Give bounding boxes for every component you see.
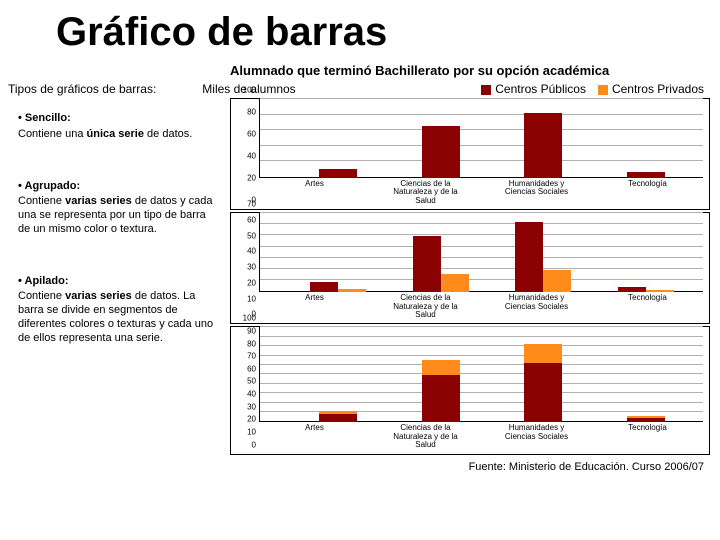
bar-pub xyxy=(618,287,646,293)
bar-pri xyxy=(646,290,674,292)
x-category-label: Ciencias de la Naturaleza y de la Salud xyxy=(384,424,468,449)
stacked-bar xyxy=(627,416,665,423)
x-category-label: Ciencias de la Naturaleza y de la Salud xyxy=(384,294,468,319)
chart-subtitle: Alumnado que terminó Bachillerato por su… xyxy=(0,61,720,82)
bar-pub xyxy=(422,126,460,178)
bar-pub xyxy=(310,282,338,292)
bar-pri xyxy=(338,289,366,292)
source-text: Fuente: Ministerio de Educación. Curso 2… xyxy=(0,457,720,473)
segment-pub xyxy=(627,418,665,423)
heading-agrupado: • Agrupado: xyxy=(18,180,220,194)
x-category-label: Humanidades y Ciencias Sociales xyxy=(495,294,579,319)
stacked-bar xyxy=(422,360,460,423)
bar-pri xyxy=(441,274,469,292)
bar-pub xyxy=(319,169,357,178)
bar-pub xyxy=(515,222,543,292)
x-category-label: Tecnología xyxy=(606,294,690,319)
x-category-label: Artes xyxy=(273,180,357,205)
chart-apilado: 0102030405060708090100 ArtesCiencias de … xyxy=(230,326,710,454)
stacked-bar xyxy=(319,411,357,422)
types-label: Tipos de gráficos de barras: xyxy=(8,82,156,96)
legend-centros-privados: Centros Privados xyxy=(598,82,704,96)
x-category-label: Humanidades y Ciencias Sociales xyxy=(495,424,579,449)
x-category-label: Artes xyxy=(273,294,357,319)
legend-centros-publicos: Centros Públicos xyxy=(481,82,586,96)
heading-sencillo: • Sencillo: xyxy=(18,112,220,126)
bar-pub xyxy=(627,172,665,178)
desc-sencillo: Contiene una única serie de datos. xyxy=(18,128,220,142)
bar-pub xyxy=(413,236,441,292)
x-category-label: Artes xyxy=(273,424,357,449)
bar-pub xyxy=(524,113,562,178)
x-category-label: Humanidades y Ciencias Sociales xyxy=(495,180,579,205)
bar-pri xyxy=(543,270,571,293)
x-category-label: Ciencias de la Naturaleza y de la Salud xyxy=(384,180,468,205)
stacked-bar xyxy=(524,344,562,422)
desc-apilado: Contiene varias series de datos. La barr… xyxy=(18,290,220,345)
segment-pri xyxy=(524,344,562,363)
chart-agrupado: 010203040506070 ArtesCiencias de la Natu… xyxy=(230,212,710,324)
heading-apilado: • Apilado: xyxy=(18,275,220,289)
segment-pub xyxy=(422,375,460,423)
page-title: Gráfico de barras xyxy=(0,0,720,61)
chart-sencillo: 020406080100 ArtesCiencias de la Natural… xyxy=(230,98,710,210)
segment-pri xyxy=(422,360,460,375)
legend: Centros Públicos Centros Privados xyxy=(481,82,704,96)
segment-pub xyxy=(319,414,357,423)
desc-agrupado: Contiene varias series de datos y cada u… xyxy=(18,195,220,236)
sidebar-text: • Sencillo: Contiene una única serie de … xyxy=(12,98,230,457)
x-category-label: Tecnología xyxy=(606,180,690,205)
x-category-label: Tecnología xyxy=(606,424,690,449)
segment-pub xyxy=(524,363,562,422)
